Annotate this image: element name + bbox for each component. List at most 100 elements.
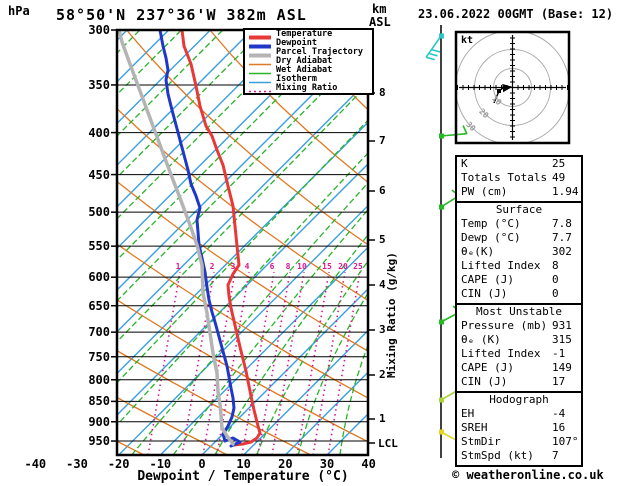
legend-item: Mixing Ratio: [245, 84, 372, 93]
panel-section-title: Surface: [457, 203, 581, 217]
pressure-tick-label: 550: [70, 239, 110, 253]
panel-section-title: Hodograph: [457, 393, 581, 407]
barb-feather: [426, 57, 435, 59]
panel-row-label: Lifted Index: [461, 347, 540, 361]
mixing-ratio-value-label: 10: [296, 262, 308, 271]
km-tick-label: 4: [379, 278, 386, 291]
panel-row-value: 17: [552, 375, 565, 389]
mixing-ratio-axis-label: Mixing Ratio (g/kg): [385, 252, 398, 378]
temp-tick-label: 30: [309, 457, 345, 471]
x-axis-title: Dewpoint / Temperature (°C): [118, 469, 368, 484]
panel-row-label: Dewp (°C): [461, 231, 521, 245]
hodograph-unit-label: kt: [461, 35, 473, 46]
temp-tick-label: -20: [101, 457, 137, 471]
panel-row-label: Temp (°C): [461, 217, 521, 231]
km-tick-label: 6: [379, 184, 386, 197]
mixing-ratio-value-label: 1: [172, 262, 184, 271]
panel-row-label: CIN (J): [461, 375, 507, 389]
panel-box-most-unstable: Most UnstablePressure (mb)931θₑ (K)315Li…: [455, 303, 583, 393]
panel-row-value: 8: [552, 259, 559, 273]
barb-feather: [431, 50, 440, 52]
mixing-ratio-value-label: 3: [227, 262, 239, 271]
temp-tick-label: 20: [267, 457, 303, 471]
panel-row-value: 931: [552, 319, 572, 333]
panel-section-title: Most Unstable: [457, 305, 581, 319]
mixing-ratio-value-label: 8: [282, 262, 294, 271]
pressure-tick-label: 450: [70, 168, 110, 182]
km-tick-label: 8: [379, 86, 386, 99]
panel-row-label: θₑ (K): [461, 333, 501, 347]
pressure-tick-label: 350: [70, 78, 110, 92]
dewpoint-curve: [160, 30, 240, 446]
panel-box-surface: SurfaceTemp (°C)7.8Dewp (°C)7.7θₑ(K)302L…: [455, 201, 583, 305]
temp-tick-label: 40: [351, 457, 387, 471]
panel-row: θₑ(K) 302: [457, 245, 581, 259]
panel-box: K25Totals Totals49PW (cm) 1.94: [455, 155, 583, 203]
panel-row: CAPE (J) 149: [457, 361, 581, 375]
panel-row: Lifted Index-1: [457, 347, 581, 361]
panel-row-value: 0: [552, 287, 559, 301]
pressure-tick-label: 700: [70, 325, 110, 339]
panel-row-value: 7.7: [552, 231, 572, 245]
temp-tick-label: -40: [17, 457, 53, 471]
copyright: © weatheronline.co.uk: [452, 468, 604, 482]
mixing-ratio-line: [272, 272, 304, 455]
pressure-tick-label: 800: [70, 373, 110, 387]
km-tick-label: 7: [379, 134, 386, 147]
panel-row-value: 149: [552, 361, 572, 375]
legend-item-label: Mixing Ratio: [276, 84, 337, 93]
panel-row: K25: [457, 157, 581, 171]
panel-row-label: PW (cm): [461, 185, 507, 199]
panel-row-value: 315: [552, 333, 572, 347]
panel-row: Pressure (mb) 931: [457, 319, 581, 333]
panel-row-label: CAPE (J): [461, 273, 514, 287]
panel-row: Lifted Index 8: [457, 259, 581, 273]
panel-row-label: EH: [461, 407, 474, 421]
panel-row: Temp (°C) 7.8: [457, 217, 581, 231]
panel-row-value: 1.94: [552, 185, 579, 199]
mixing-ratio-value-label: 25: [352, 262, 364, 271]
panel-row: Totals Totals49: [457, 171, 581, 185]
panel-row-label: CAPE (J): [461, 361, 514, 375]
pressure-tick-label: 500: [70, 205, 110, 219]
panel-row-value: 7: [552, 449, 559, 463]
panel-row: SREH16: [457, 421, 581, 435]
panel-row: CIN (J) 0: [457, 287, 581, 301]
panel-row-value: 0: [552, 273, 559, 287]
hodograph-trace-point: [497, 89, 501, 93]
mixing-ratio-value-label: 6: [266, 262, 278, 271]
panel-row-label: StmDir: [461, 435, 501, 449]
lcl-label: LCL: [378, 437, 398, 450]
pressure-tick-label: 600: [70, 270, 110, 284]
pressure-tick-label: 850: [70, 394, 110, 408]
panel-row-value: 7.8: [552, 217, 572, 231]
km-tick-label: 5: [379, 233, 386, 246]
pressure-tick-label: 900: [70, 415, 110, 429]
panel-row-value: 302: [552, 245, 572, 259]
temp-tick-label: -10: [142, 457, 178, 471]
panel-row-label: SREH: [461, 421, 488, 435]
pressure-tick-label: 650: [70, 299, 110, 313]
legend: TemperatureDewpointParcel TrajectoryDry …: [243, 28, 374, 95]
panel-row-value: -4: [552, 407, 565, 421]
pressure-tick-label: 300: [70, 23, 110, 37]
panel-row-label: θₑ(K): [461, 245, 494, 259]
panel-row-label: CIN (J): [461, 287, 507, 301]
station-title: 58°50'N 237°36'W 382m ASL: [56, 6, 307, 24]
pressure-tick-label: 400: [70, 126, 110, 140]
pressure-unit-label: hPa: [8, 4, 30, 18]
panel-row-value: 49: [552, 171, 565, 185]
pressure-tick-label: 950: [70, 434, 110, 448]
panel-row-value: 25: [552, 157, 565, 171]
panel-row: CIN (J) 17: [457, 375, 581, 389]
panel-row-label: Pressure (mb): [461, 319, 547, 333]
asl-unit-label: ASL: [369, 15, 391, 29]
run-date-label: 23.06.2022 00GMT (Base: 12): [418, 7, 613, 21]
temp-tick-label: -30: [59, 457, 95, 471]
panel-row-label: Lifted Index: [461, 259, 540, 273]
pressure-tick-label: 750: [70, 350, 110, 364]
mixing-ratio-value-label: 2: [206, 262, 218, 271]
km-tick-label: 3: [379, 323, 386, 336]
barb-feather: [429, 53, 438, 55]
mixing-ratio-value-label: 15: [321, 262, 333, 271]
